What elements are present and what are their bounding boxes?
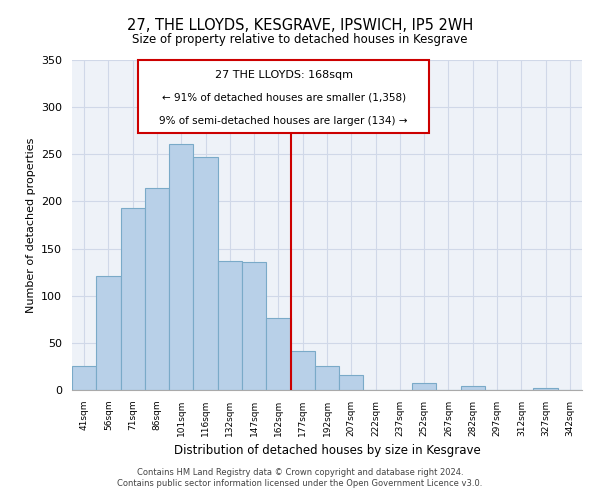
Bar [121, 208, 145, 390]
Bar [218, 261, 242, 390]
Bar [461, 386, 485, 390]
Bar [266, 318, 290, 390]
Y-axis label: Number of detached properties: Number of detached properties [26, 138, 35, 312]
Text: 27 THE LLOYDS: 168sqm: 27 THE LLOYDS: 168sqm [215, 70, 353, 80]
Bar [169, 144, 193, 390]
Bar [96, 276, 121, 390]
X-axis label: Distribution of detached houses by size in Kesgrave: Distribution of detached houses by size … [173, 444, 481, 458]
Bar [339, 375, 364, 390]
Bar [72, 366, 96, 390]
Text: Contains HM Land Registry data © Crown copyright and database right 2024.
Contai: Contains HM Land Registry data © Crown c… [118, 468, 482, 487]
Bar [533, 388, 558, 390]
Bar [315, 366, 339, 390]
Text: 27, THE LLOYDS, KESGRAVE, IPSWICH, IP5 2WH: 27, THE LLOYDS, KESGRAVE, IPSWICH, IP5 2… [127, 18, 473, 32]
Bar [145, 188, 169, 390]
Bar [242, 262, 266, 390]
Text: Size of property relative to detached houses in Kesgrave: Size of property relative to detached ho… [132, 32, 468, 46]
Text: ← 91% of detached houses are smaller (1,358): ← 91% of detached houses are smaller (1,… [161, 93, 406, 103]
FancyBboxPatch shape [139, 60, 429, 132]
Text: 9% of semi-detached houses are larger (134) →: 9% of semi-detached houses are larger (1… [160, 116, 408, 126]
Bar [412, 384, 436, 390]
Bar [290, 352, 315, 390]
Bar [193, 157, 218, 390]
